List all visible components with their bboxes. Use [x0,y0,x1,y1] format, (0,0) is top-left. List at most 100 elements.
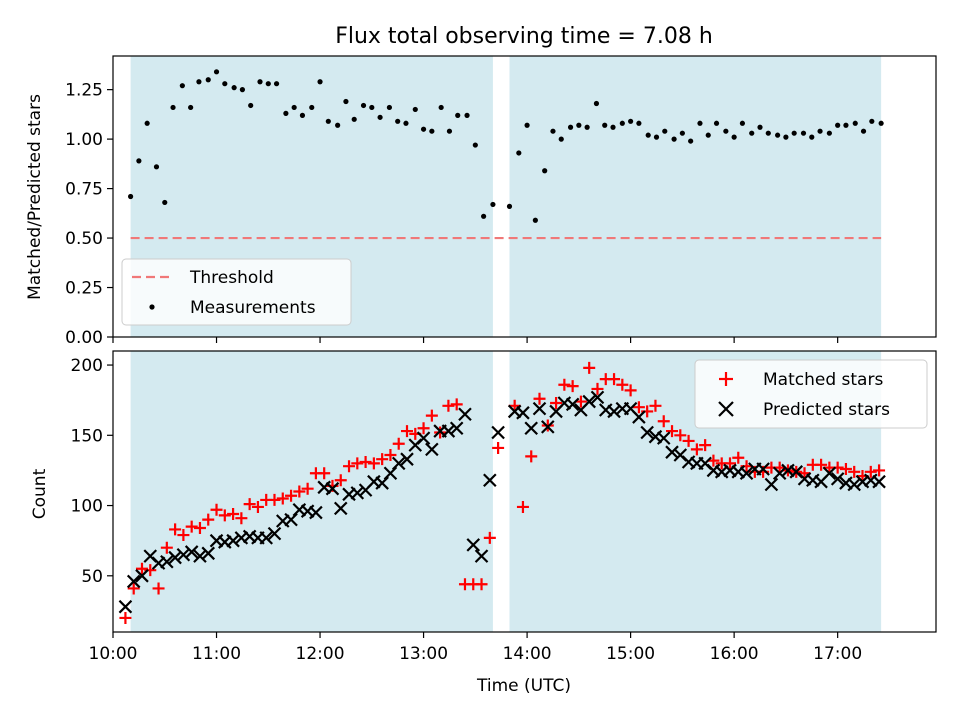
predicted-star-point [656,431,671,445]
predicted-star-point [333,501,348,516]
measurement-point [878,120,884,126]
matched-star-point [343,460,356,473]
predicted-star-point [582,394,596,409]
matched-star-point [268,493,281,506]
matched-star-point [649,399,662,412]
measurement-point [731,134,737,140]
matched-star-point [848,465,861,478]
x-tick-label: 11:00 [192,644,241,664]
matched-star-point [193,522,206,535]
matched-star-point [873,464,886,477]
legend-measurements-swatch [149,304,155,310]
matched-star-point [798,467,811,480]
predicted-star-point [350,486,365,500]
shaded-interval [509,56,882,337]
matched-star-point [301,482,314,495]
x-tick-label: 16:00 [710,644,759,664]
measurement-point [852,120,858,126]
predicted-star-point [516,406,530,420]
measurement-point [524,122,530,128]
predicted-star-point [466,538,481,552]
matched-star-point [318,467,331,480]
measurement-point [239,87,246,93]
matched-star-point [119,611,132,624]
matched-star-point [227,507,240,520]
measurement-point [377,114,383,120]
x-tick-label: 14:00 [503,644,552,664]
measurement-point [309,104,315,111]
measurement-point [273,81,280,87]
predicted-star-point [118,599,133,614]
matched-star-point [152,582,165,595]
measurement-point [671,136,677,142]
y-tick-label: 200 [71,356,103,376]
measurement-point [558,136,564,142]
measurement-point [343,98,349,105]
matched-star-point [210,503,223,516]
predicted-star-point [565,397,580,412]
predicted-star-point [449,421,464,436]
matched-star-point [516,500,529,513]
measurement-point [567,124,574,130]
predicted-star-point [400,452,414,466]
measurement-point [335,122,341,128]
matched-star-point [376,453,389,466]
matched-star-point [417,422,430,435]
measurement-point [817,128,823,134]
matched-star-point [624,384,637,397]
x-axis-label: Time (UTC) [476,676,571,696]
matched-star-point [293,485,306,498]
matched-star-point [243,498,256,511]
measurement-point [231,85,237,91]
matched-star-point [699,439,712,452]
measurement-point [662,128,668,134]
top-x-ticks [112,337,839,343]
matched-star-point [135,562,148,575]
predicted-star-points [118,390,886,614]
predicted-star-point [425,442,439,457]
matched-star-point [608,373,621,386]
measurement-point [351,116,357,122]
measurement-point [179,83,185,89]
matched-star-point [367,457,380,470]
measurement-point [438,104,444,111]
predicted-star-point [201,546,216,561]
matched-star-point [550,396,563,409]
matched-star-point [177,529,190,542]
predicted-star-point [532,401,547,416]
matched-star-point [359,455,372,468]
predicted-star-point [764,477,779,492]
measurement-point [144,120,150,126]
y-tick-label: 50 [81,567,103,587]
measurement-point [791,130,797,136]
matched-star-point [864,465,877,478]
predicted-star-point [176,547,191,562]
chart-title: Flux total observing time = 7.08 h [335,24,713,49]
matched-star-point [450,398,463,411]
measurement-point [869,118,875,124]
predicted-star-point [309,505,323,520]
predicted-star-point [822,466,837,481]
measurement-point [550,128,556,134]
legend-predicted-label: Predicted stars [763,400,890,420]
measurement-point [835,122,841,128]
matched-star-point [815,458,828,471]
matched-star-point [657,415,670,428]
matched-star-point [401,425,414,438]
matched-star-point [690,443,703,456]
bottom-legend: Matched stars Predicted stars [694,359,928,429]
predicted-star-point [193,549,207,563]
measurement-point [196,79,202,85]
y-tick-label: 0.25 [65,279,103,299]
matched-star-point [492,441,505,454]
measurement-point [464,112,470,118]
measurement-point [369,104,375,111]
measurement-point [809,134,815,140]
matched-star-point [160,541,173,554]
predicted-star-point [524,421,539,436]
measurement-point [584,124,590,130]
matched-star-point [442,399,455,412]
predicted-star-point [160,554,174,569]
predicted-star-point [135,569,149,583]
matched-star-point [732,451,745,464]
